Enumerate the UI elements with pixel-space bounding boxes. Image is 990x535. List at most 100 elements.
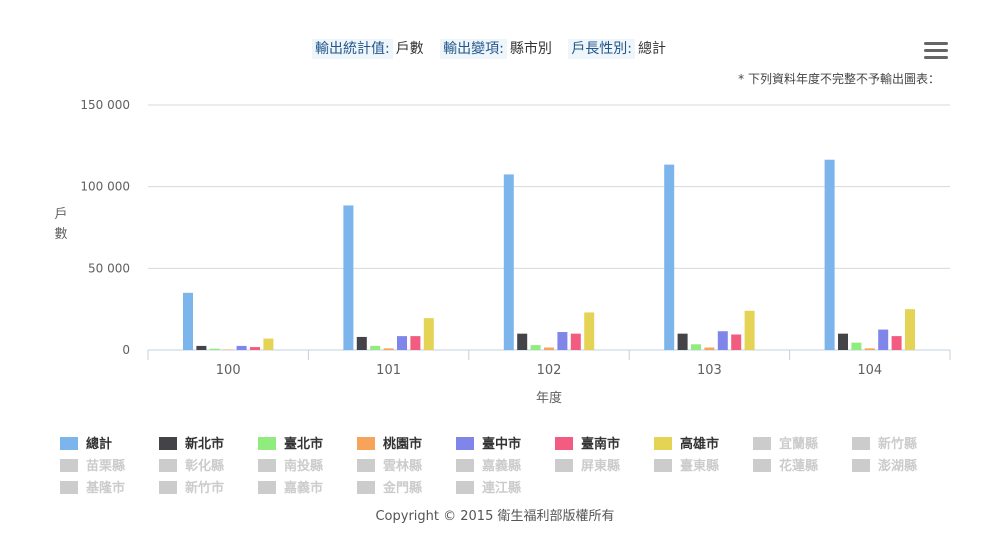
legend-item[interactable]: 嘉義縣 [456,455,522,474]
bar [343,205,354,350]
legend-label: 基隆市 [86,481,126,496]
legend-item[interactable]: 新竹縣 [852,433,918,452]
legend-item[interactable]: 桃園市 [357,433,423,452]
bar [878,329,889,350]
bar [383,348,394,350]
legend-label: 花蓮縣 [779,459,819,474]
legend-item[interactable]: 南投縣 [258,455,324,474]
legend-label: 新竹市 [185,481,225,496]
legend-label: 高雄市 [680,437,720,452]
legend-label: 南投縣 [284,459,324,474]
legend-label: 苗栗縣 [86,459,126,474]
bar [423,318,434,350]
legend-swatch [555,459,573,472]
legend-item[interactable]: 高雄市 [654,433,720,452]
bar [824,159,835,350]
bar [557,332,568,350]
legend-item[interactable]: 雲林縣 [357,455,423,474]
bar [851,342,862,350]
legend-label: 臺北市 [284,437,324,452]
bar [517,333,528,350]
bar [530,345,541,350]
bar [677,333,688,350]
legend-item[interactable]: 臺南市 [555,433,620,452]
legend-label: 澎湖縣 [878,459,918,474]
legend-item[interactable]: 澎湖縣 [852,455,918,474]
legend-label: 桃園市 [383,437,423,452]
legend-label: 嘉義市 [284,481,324,496]
legend-swatch [456,459,474,472]
legend-label: 臺東縣 [680,459,720,474]
param-value-gender: 總計 [638,41,667,57]
legend-label: 金門縣 [383,481,423,496]
param-label-gender: 戶長性別: [568,39,636,59]
bar [838,333,848,350]
legend-label: 雲林縣 [383,459,423,474]
hamburger-menu-icon[interactable] [924,42,948,62]
legend-swatch [456,481,474,494]
bar [503,174,514,350]
bar [691,344,701,350]
legend-label: 屏東縣 [581,459,621,474]
legend-item[interactable]: 屏東縣 [555,455,621,474]
legend-swatch [555,437,573,450]
legend-item[interactable]: 基隆市 [60,477,126,496]
param-label-variable: 輸出變項: [440,39,507,59]
bar [196,345,207,350]
legend-label: 連江縣 [482,481,522,496]
bar [397,336,407,350]
x-tick-label: 100 [216,363,241,378]
bar [250,347,260,350]
bar [183,292,193,350]
param-label-statistic: 輸出統計值: [311,39,393,59]
legend-swatch [456,437,474,450]
x-tick-label: 102 [537,363,562,378]
legend-swatch [159,481,177,494]
legend-swatch [258,437,276,450]
bar [370,345,381,350]
bar [717,331,728,350]
legend-swatch [60,459,78,472]
bar [570,333,581,350]
legend-swatch [654,437,672,450]
legend-item[interactable]: 新北市 [159,433,225,452]
legend-label: 宜蘭縣 [779,437,819,452]
legend-item[interactable]: 新竹市 [159,477,225,496]
legend-item[interactable]: 連江縣 [456,477,522,496]
legend-swatch [60,481,78,494]
bar [905,309,915,350]
bar [263,338,274,350]
legend-label: 臺中市 [482,437,522,452]
legend-item[interactable]: 臺北市 [258,433,324,452]
legend-item[interactable]: 嘉義市 [258,477,324,496]
legend-item[interactable]: 臺東縣 [654,455,720,474]
legend-item[interactable]: 臺中市 [456,433,522,452]
legend-item[interactable]: 宜蘭縣 [753,433,819,452]
legend-swatch [258,459,276,472]
legend-item[interactable]: 花蓮縣 [753,455,819,474]
legend-item[interactable]: 金門縣 [357,477,423,496]
legend-item[interactable]: 彰化縣 [159,455,224,474]
legend-label: 新北市 [185,437,225,452]
bar [864,348,875,350]
bar [891,336,902,350]
y-tick-label: 50 000 [88,261,130,275]
y-tick-label: 0 [122,343,130,357]
legend-swatch [357,437,375,450]
legend-swatch [258,481,276,494]
legend-swatch [753,437,771,450]
legend-item[interactable]: 總計 [60,433,112,452]
legend-label: 嘉義縣 [482,459,522,474]
legend-label: 新竹縣 [878,437,918,452]
bar [209,348,220,350]
y-axis-title: 戶數 [54,207,67,242]
param-value-statistic: 戶數 [395,41,424,57]
bar [584,312,595,350]
y-tick-label: 100 000 [80,180,130,194]
bar [236,345,247,350]
legend-swatch [852,459,870,472]
bar [544,347,554,350]
legend-item[interactable]: 苗栗縣 [60,455,126,474]
bar [744,310,755,350]
bar [356,336,367,350]
